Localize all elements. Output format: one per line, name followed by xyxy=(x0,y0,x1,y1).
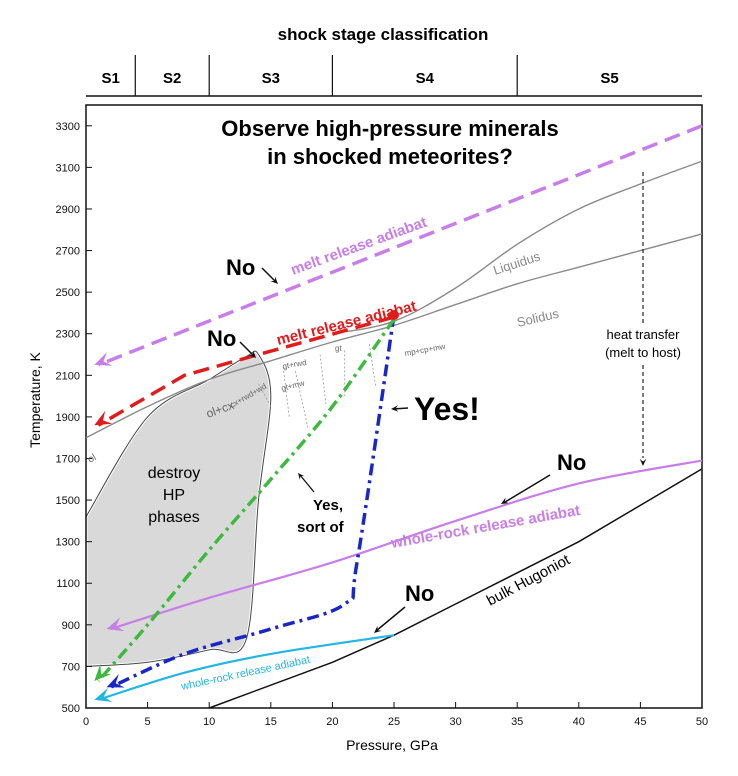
bulk-hugoniot-line xyxy=(208,468,703,709)
x-tick-label: 35 xyxy=(511,716,523,728)
phase-boundary-dotted xyxy=(368,344,376,386)
solidus-label: Solidus xyxy=(515,306,560,330)
stage-label: S1 xyxy=(101,70,119,87)
purple-whole-rock-label: whole-rock release adiabat xyxy=(389,502,582,552)
no-pointer-whole-rock xyxy=(504,474,551,503)
curve-6 xyxy=(96,318,396,683)
purple-melt-release-label: melt release adiabat xyxy=(289,214,430,279)
phase-boundary-dotted xyxy=(319,354,327,407)
no-label-top: No xyxy=(226,255,255,280)
plot-area: 0 5 10 15 20 25 30 35 40 45 50 500 700 900 1100 1300 150… xyxy=(56,104,708,728)
curve-1 xyxy=(97,124,703,367)
mineral-label: gt+rwd xyxy=(282,358,307,371)
y-tick-label: 700 xyxy=(62,661,80,673)
no-pointer-top-head xyxy=(270,276,278,284)
yes-label: Yes! xyxy=(414,391,480,427)
phase-boundary-dotted xyxy=(282,366,290,417)
phase-boundary-dotted xyxy=(258,383,272,407)
mineral-label: mp+cp+mw xyxy=(404,342,447,358)
red-melt-release-label: melt release adiabat xyxy=(275,298,418,349)
mineral-label: ol xyxy=(86,452,98,465)
curve-2 xyxy=(97,315,395,427)
phase-boundary-dotted xyxy=(295,371,309,428)
curve-5 xyxy=(109,314,396,689)
y-tick-label: 1500 xyxy=(56,495,80,507)
stage-label: S3 xyxy=(262,70,280,87)
y-tick-label: 900 xyxy=(62,620,80,632)
y-tick-label: 2300 xyxy=(56,329,80,341)
y-tick-label: 1300 xyxy=(56,537,80,549)
liquidus-label: Liquidus xyxy=(491,248,542,277)
no-pointer-red-head xyxy=(248,350,256,358)
x-tick-label: 45 xyxy=(634,716,646,728)
curve-arrowhead-5 xyxy=(106,674,125,688)
destroy-hp-label: phases xyxy=(148,509,200,526)
shock-stage-bar: S1 S2 S3 S4 S5 xyxy=(86,55,702,97)
curve-arrowhead-6 xyxy=(94,664,111,681)
y-tick-label: 1100 xyxy=(56,578,80,590)
heat-transfer-sublabel: (melt to host) xyxy=(605,345,681,360)
y-tick-label: 1700 xyxy=(56,453,80,465)
mineral-label: gt+mw xyxy=(280,378,305,393)
curve-arrowhead-4 xyxy=(94,687,113,702)
y-tick-label: 1900 xyxy=(56,412,80,424)
stage-label: S2 xyxy=(163,70,181,87)
shock-state-point xyxy=(389,310,399,321)
yes-pointer-head xyxy=(391,405,399,412)
no-pointer-red xyxy=(239,341,255,357)
y-tick-label: 3300 xyxy=(56,121,80,133)
x-tick-label: 10 xyxy=(203,716,215,728)
x-axis-label: Pressure, GPa xyxy=(346,737,438,753)
yes-sort-of-pointer xyxy=(299,474,315,493)
destroy-hp-label: destroy xyxy=(148,465,200,482)
no-pointer-cyan-head xyxy=(374,625,382,633)
bulk-hugoniot-label: bulk Hugoniot xyxy=(484,551,574,609)
mineral-label: gt xyxy=(335,344,342,353)
no-pointer-cyan xyxy=(375,606,406,632)
question-line-2: in shocked meteorites? xyxy=(267,144,513,169)
curve-arrowhead-3 xyxy=(106,617,125,632)
x-tick-label: 40 xyxy=(573,716,585,728)
x-tick-label: 15 xyxy=(265,716,277,728)
x-tick-label: 5 xyxy=(145,716,151,728)
y-tick-label: 500 xyxy=(62,703,80,715)
yes-sort-of-pointer-head xyxy=(298,473,305,480)
y-tick-label: 2500 xyxy=(56,287,80,299)
no-label-red: No xyxy=(207,326,236,351)
x-tick-label: 25 xyxy=(388,716,400,728)
yes-sort-of-line-1: Yes, xyxy=(313,497,343,514)
x-tick-label: 50 xyxy=(696,716,708,728)
no-pointer-whole-rock-head xyxy=(501,497,509,504)
curve-4 xyxy=(97,634,395,701)
heat-transfer-arrowhead xyxy=(639,458,647,466)
y-tick-label: 2100 xyxy=(56,370,80,382)
heat-transfer-label: heat transfer xyxy=(607,327,681,342)
stage-label: S5 xyxy=(600,70,618,87)
curve-arrowhead-2 xyxy=(94,410,113,426)
y-axis-label: Temperature, K xyxy=(27,351,43,447)
curve-arrowhead-1 xyxy=(94,352,113,366)
stage-label: S4 xyxy=(416,70,435,87)
question-line-1: Observe high-pressure minerals xyxy=(221,116,558,141)
no-pointer-top xyxy=(261,267,277,283)
x-tick-label: 30 xyxy=(449,716,461,728)
curve-3 xyxy=(110,459,703,631)
no-label-whole-rock: No xyxy=(557,450,586,475)
y-tick-label: 3100 xyxy=(56,162,80,174)
y-tick-label: 2700 xyxy=(56,246,80,258)
shock-stage-title: shock stage classification xyxy=(278,25,489,44)
yes-sort-of-line-2: sort of xyxy=(297,519,345,536)
x-tick-label: 20 xyxy=(326,716,338,728)
y-tick-label: 2900 xyxy=(56,204,80,216)
no-label-cyan: No xyxy=(405,581,434,606)
destroy-hp-label: HP xyxy=(163,487,185,504)
destroy-hp-outline xyxy=(85,350,272,667)
x-tick-label: 0 xyxy=(83,716,89,728)
